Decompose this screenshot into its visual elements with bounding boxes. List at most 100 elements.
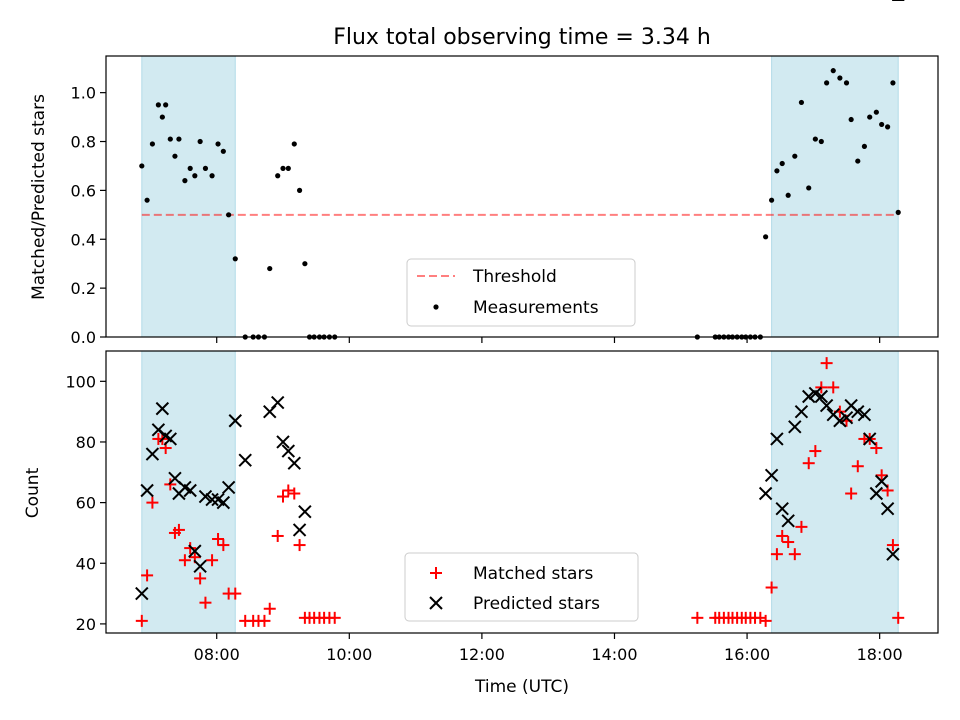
- measurement-point: [232, 256, 238, 262]
- matched-star-point: [759, 614, 772, 627]
- measurement-point: [267, 265, 273, 272]
- measurement-point: [792, 153, 798, 159]
- matched-star-point: [851, 460, 864, 473]
- measurement-point: [769, 197, 775, 203]
- matched-star-point: [229, 587, 242, 600]
- bottom-legend-box: [404, 552, 639, 622]
- matched-star-point: [765, 581, 778, 594]
- bottom-legend: Matched stars Predicted stars: [404, 552, 639, 622]
- measurement-point: [197, 138, 203, 145]
- measurement-point: [215, 141, 221, 147]
- predicted-star-point: [839, 411, 854, 425]
- predicted-star-point: [198, 489, 213, 504]
- measurement-point: [159, 114, 165, 120]
- matched-star-point: [217, 539, 230, 552]
- predicted-star-point: [135, 586, 149, 601]
- legend-matched-swatch: [430, 567, 442, 579]
- measurement-point: [209, 173, 215, 179]
- legend-threshold-label: Threshold: [472, 267, 557, 287]
- matched-star-point: [770, 548, 783, 561]
- predicted-star-point: [287, 456, 301, 470]
- matched-star-point: [178, 554, 191, 567]
- bottom-y-axis-label: Count: [23, 467, 43, 518]
- matched-star-point: [788, 548, 801, 561]
- measurement-point: [291, 141, 297, 147]
- predicted-star-point: [857, 407, 872, 422]
- matched-star-point: [194, 572, 207, 585]
- chart-title: Flux total observing time = 3.34 h: [333, 25, 711, 50]
- predicted-star-point: [802, 389, 816, 404]
- predicted-star-point: [794, 404, 809, 419]
- measurement-point: [785, 192, 791, 198]
- matched-star-point: [328, 611, 341, 624]
- predicted-star-point: [874, 474, 889, 489]
- predicted-star-point: [145, 447, 160, 461]
- x-tick-label: 14:00: [591, 645, 637, 664]
- bottom-y-tick-label: 40: [76, 554, 96, 573]
- predicted-star-point: [193, 559, 207, 573]
- top-legend: Threshold Measurements: [406, 258, 636, 327]
- top-y-tick-label: 0.6: [71, 181, 96, 200]
- legend-predicted-label: Predicted stars: [473, 594, 600, 614]
- measurement-point: [172, 153, 178, 159]
- bottom-y-tick-label: 20: [76, 615, 96, 634]
- predicted-star-point: [188, 544, 202, 558]
- predicted-star-point: [281, 444, 296, 458]
- legend-measurements-swatch: [433, 304, 439, 310]
- legend-predicted-swatch: [429, 596, 443, 610]
- measurement-point: [302, 261, 308, 267]
- predicted-star-point: [155, 401, 170, 416]
- measurement-point: [830, 68, 836, 74]
- top-observing-span-1: [771, 55, 899, 338]
- legend-matched-label: Matched stars: [473, 564, 593, 584]
- measurement-point: [779, 160, 785, 167]
- measurement-point: [280, 165, 286, 171]
- x-tick-label: 10:00: [326, 645, 372, 664]
- predicted-star-point: [221, 480, 236, 495]
- measurement-point: [824, 80, 830, 86]
- bottom-plot-frame: [105, 350, 939, 634]
- measurement-point: [885, 124, 891, 130]
- x-tick-label: 12:00: [459, 645, 505, 664]
- matched-star-point: [288, 487, 301, 500]
- top-y-tick-label: 1.0: [71, 84, 96, 103]
- matched-star-point: [886, 539, 899, 552]
- measurement-point: [843, 80, 850, 86]
- measurement-point: [806, 185, 812, 191]
- matched-star-point: [845, 487, 858, 500]
- top-panel: 0.0 0.2 0.4 0.6 0.8 1.0 Matched/Predicted sta…: [29, 55, 939, 347]
- measurement-point: [867, 114, 873, 120]
- predicted-star-point: [880, 501, 895, 516]
- matched-star-point: [141, 569, 154, 582]
- measurement-point: [202, 165, 209, 171]
- measurement-point: [285, 165, 291, 171]
- measurement-point: [144, 197, 150, 203]
- predicted-star-point: [292, 523, 307, 537]
- matched-star-point: [795, 520, 808, 533]
- measurement-point: [890, 80, 896, 86]
- matched-star-point: [277, 490, 290, 503]
- predicted-star-point: [270, 395, 285, 410]
- top-y-tick-label: 0.4: [71, 230, 96, 249]
- predicted-star-point: [276, 435, 290, 449]
- predicted-star-point: [163, 432, 178, 446]
- measurement-point: [167, 136, 173, 142]
- top-plot-frame: [105, 55, 939, 338]
- matched-star-point: [892, 611, 905, 624]
- matched-star-point: [135, 614, 148, 627]
- predicted-star-point: [298, 505, 312, 519]
- measurement-point: [182, 178, 188, 184]
- matched-star-point: [870, 442, 883, 455]
- matched-star-point: [271, 529, 284, 542]
- matched-star-point: [875, 469, 888, 482]
- measurement-point: [139, 163, 145, 169]
- matched-star-point: [146, 496, 159, 509]
- predicted-star-point: [814, 389, 829, 404]
- matched-star-point: [199, 596, 212, 609]
- bottom-panel: 20 40 60 80 100 08:00 10:00 12:00 14:00 16:00 18:…: [23, 0, 939, 697]
- measurement-point: [855, 158, 861, 164]
- measurement-point: [837, 75, 843, 81]
- measurement-point: [187, 165, 193, 171]
- measurement-point: [176, 136, 182, 142]
- measurement-point: [192, 173, 198, 179]
